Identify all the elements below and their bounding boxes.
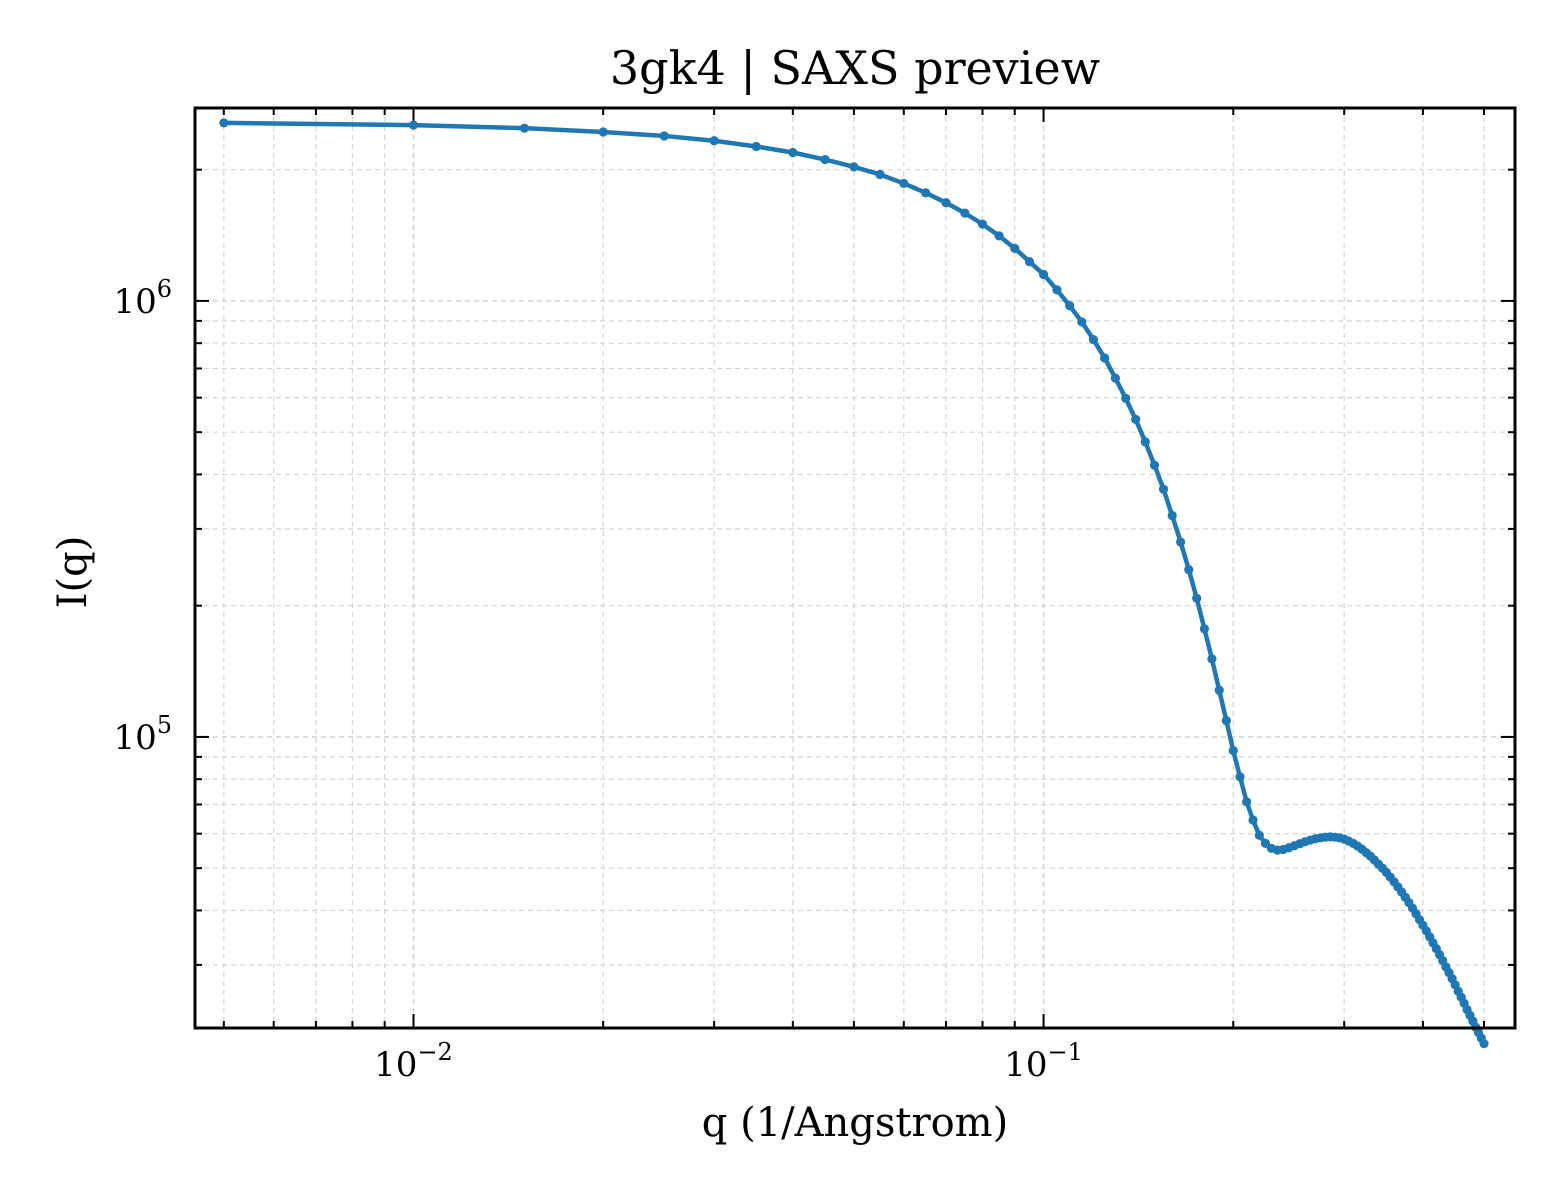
y-tick-label-base: 10 [113, 718, 156, 758]
y-tick-label-exponent: 6 [157, 275, 172, 303]
data-point [1235, 772, 1245, 782]
data-point [1199, 624, 1210, 634]
data-point [1242, 797, 1252, 807]
data-point [941, 198, 951, 208]
data-point [1228, 746, 1238, 756]
data-point [1479, 1039, 1489, 1049]
data-point [598, 127, 608, 137]
data-point [1221, 716, 1231, 726]
data-point [751, 141, 761, 152]
data-point [1110, 373, 1120, 383]
data-point [219, 118, 229, 128]
grid [195, 108, 1515, 1028]
data-point [1131, 414, 1141, 424]
data-point [1121, 393, 1131, 403]
data-point [1149, 460, 1160, 470]
data-point [788, 147, 798, 158]
data-point [1010, 243, 1020, 253]
data-point [1260, 838, 1271, 848]
y-axis-label: I(q) [50, 536, 96, 609]
data-point [709, 136, 719, 146]
y-tick-label-exponent: 5 [157, 711, 172, 739]
data-point [1024, 257, 1035, 267]
data-point [1176, 537, 1186, 547]
data-point [994, 231, 1004, 241]
x-axis-label: q (1/Angstrom) [702, 1100, 1008, 1146]
data-point [875, 169, 885, 180]
chart-title: 3gk4 | SAXS preview [610, 41, 1100, 95]
data-point [849, 162, 859, 172]
data-point [1077, 317, 1087, 327]
data-series [219, 118, 1489, 1049]
x-tick-label-exponent: −2 [417, 1038, 452, 1066]
data-point [1065, 301, 1075, 311]
data-point [408, 120, 419, 130]
data-point [1167, 510, 1177, 521]
data-point [1088, 335, 1099, 345]
data-point [1214, 685, 1224, 695]
x-tick-label: 10−2 [374, 1038, 453, 1085]
data-point [1248, 815, 1258, 825]
data-point [1100, 353, 1110, 363]
y-tick-label: 105 [113, 711, 172, 758]
y-tick-label-base: 10 [113, 282, 156, 322]
plot-frame [193, 106, 1517, 1030]
data-point [659, 131, 669, 141]
data-point [1052, 285, 1062, 295]
x-tick-label: 10−1 [1004, 1038, 1083, 1085]
x-tick-label-base: 10 [1004, 1045, 1047, 1085]
data-point [519, 123, 530, 133]
data-point [820, 154, 830, 165]
data-point [1184, 564, 1194, 575]
x-tick-label-base: 10 [374, 1045, 417, 1085]
data-point [1038, 269, 1049, 280]
y-tick-label: 106 [113, 275, 172, 322]
data-point [921, 188, 931, 198]
data-point [899, 178, 909, 189]
data-point [1158, 484, 1169, 494]
x-tick-label-exponent: −1 [1048, 1038, 1083, 1066]
data-point [977, 219, 988, 229]
data-point [1254, 830, 1264, 840]
data-point [1207, 654, 1217, 664]
data-point [960, 208, 970, 218]
data-point [1140, 437, 1150, 447]
data-point [1192, 593, 1202, 603]
